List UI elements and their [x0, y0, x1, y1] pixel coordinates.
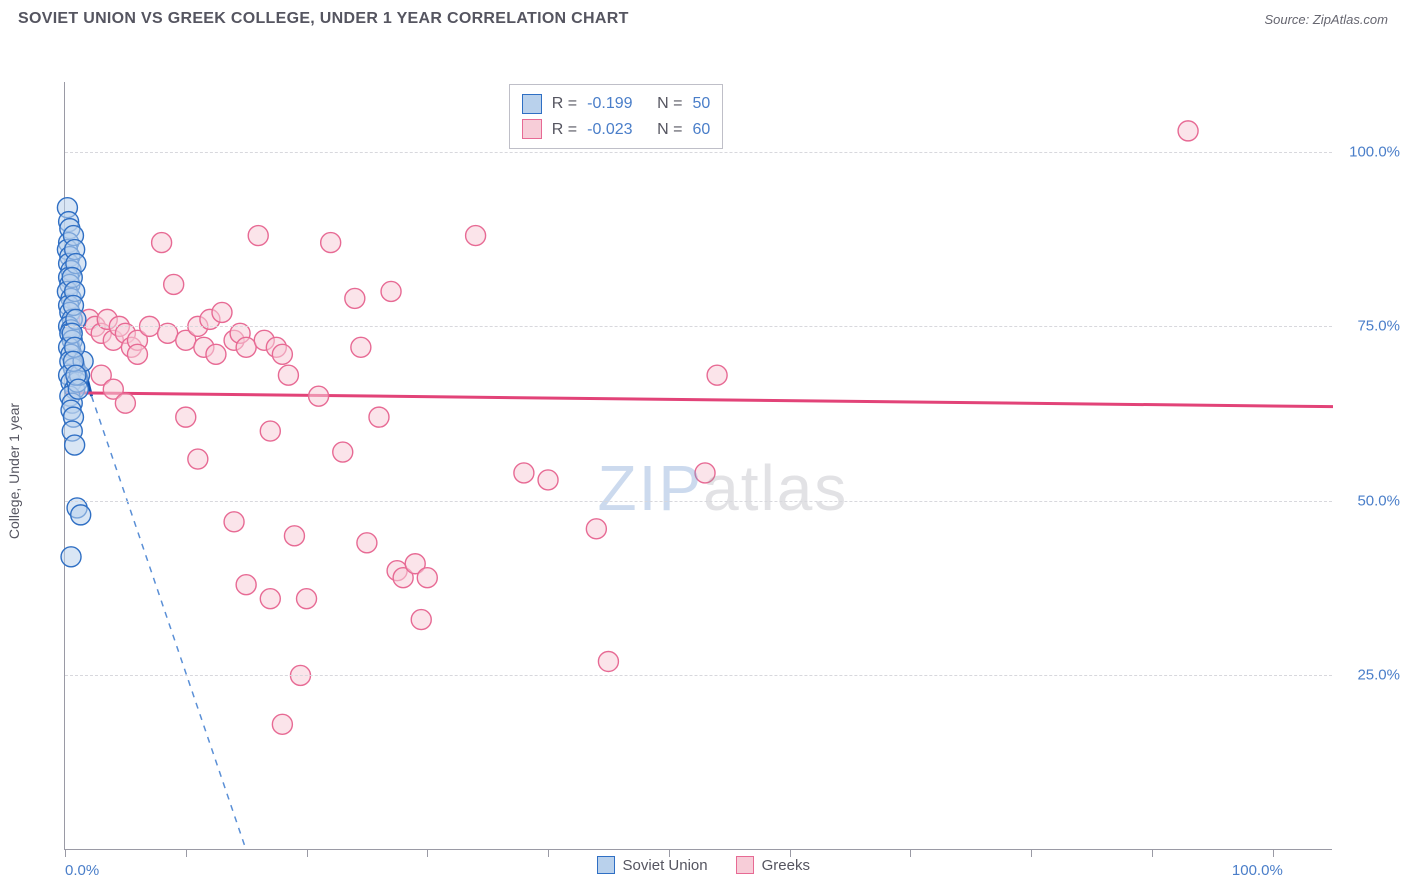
point-greek [188, 449, 208, 469]
trend-line-soviet-extrapolated [92, 396, 247, 850]
point-greek [411, 610, 431, 630]
gridline [65, 326, 1332, 327]
x-tick [65, 849, 66, 857]
point-greek [164, 274, 184, 294]
point-greek [369, 407, 389, 427]
legend-series-item: Greeks [736, 856, 810, 874]
chart-title: SOVIET UNION VS GREEK COLLEGE, UNDER 1 Y… [18, 10, 629, 28]
point-greek [206, 344, 226, 364]
source-link[interactable]: ZipAtlas.com [1313, 12, 1388, 27]
x-tick [548, 849, 549, 857]
point-greek [707, 365, 727, 385]
point-greek [514, 463, 534, 483]
chart-container: College, Under 1 year ZIPatlas R = -0.19… [18, 36, 1388, 890]
point-greek [538, 470, 558, 490]
x-tick [307, 849, 308, 857]
legend-series-label: Soviet Union [623, 857, 708, 874]
point-greek [351, 337, 371, 357]
legend-swatch-greek [736, 856, 754, 874]
point-greek [127, 344, 147, 364]
x-tick [1031, 849, 1032, 857]
legend-r-value: -0.023 [587, 117, 647, 143]
point-greek [297, 589, 317, 609]
point-greek [260, 421, 280, 441]
point-greek [224, 512, 244, 532]
legend-n-label: N = [657, 91, 682, 117]
source-prefix: Source: [1264, 12, 1312, 27]
point-greek [381, 281, 401, 301]
point-greek [272, 714, 292, 734]
legend-stats-row: R = -0.199 N = 50 [522, 91, 710, 117]
legend-swatch-soviet [597, 856, 615, 874]
legend-series-label: Greeks [762, 857, 810, 874]
legend-stats: R = -0.199 N = 50 R = -0.023 N = 60 [509, 84, 723, 149]
point-greek [309, 386, 329, 406]
legend-r-label: R = [552, 117, 577, 143]
legend-series: Soviet Union Greeks [597, 856, 810, 874]
x-tick [1152, 849, 1153, 857]
x-tick [910, 849, 911, 857]
x-tick-label-right: 100.0% [1232, 862, 1283, 879]
legend-r-value: -0.199 [587, 91, 647, 117]
point-greek [357, 533, 377, 553]
legend-n-label: N = [657, 117, 682, 143]
point-soviet [61, 547, 81, 567]
gridline [65, 501, 1332, 502]
gridline [65, 675, 1332, 676]
y-axis-label: College, Under 1 year [6, 403, 22, 539]
legend-series-item: Soviet Union [597, 856, 708, 874]
point-greek [260, 589, 280, 609]
y-tick-label: 100.0% [1349, 143, 1400, 160]
point-greek [417, 568, 437, 588]
x-tick [427, 849, 428, 857]
point-greek [176, 407, 196, 427]
plot-area: ZIPatlas R = -0.199 N = 50 R = -0.023 N … [64, 82, 1332, 850]
point-greek [212, 302, 232, 322]
point-greek [598, 651, 618, 671]
legend-swatch-soviet [522, 94, 542, 114]
legend-n-value: 60 [692, 117, 710, 143]
gridline [65, 152, 1332, 153]
point-soviet [71, 505, 91, 525]
point-greek [466, 226, 486, 246]
x-tick [1273, 849, 1274, 857]
point-greek [152, 233, 172, 253]
point-greek [695, 463, 715, 483]
point-greek [236, 337, 256, 357]
trend-line-greek [65, 393, 1333, 407]
legend-n-value: 50 [692, 91, 710, 117]
point-greek [321, 233, 341, 253]
source-attribution: Source: ZipAtlas.com [1264, 12, 1388, 27]
point-greek [236, 575, 256, 595]
y-tick-label: 75.0% [1357, 318, 1400, 335]
point-greek [333, 442, 353, 462]
point-greek [115, 393, 135, 413]
point-greek [272, 344, 292, 364]
x-tick-label-left: 0.0% [65, 862, 99, 879]
point-soviet [65, 435, 85, 455]
legend-r-label: R = [552, 91, 577, 117]
point-soviet [68, 379, 88, 399]
scatter-svg [65, 82, 1333, 850]
point-greek [1178, 121, 1198, 141]
point-greek [284, 526, 304, 546]
legend-swatch-greek [522, 119, 542, 139]
point-greek [345, 288, 365, 308]
y-tick-label: 50.0% [1357, 492, 1400, 509]
point-greek [586, 519, 606, 539]
y-tick-label: 25.0% [1357, 667, 1400, 684]
point-greek [248, 226, 268, 246]
point-greek [278, 365, 298, 385]
x-tick [186, 849, 187, 857]
legend-stats-row: R = -0.023 N = 60 [522, 117, 710, 143]
